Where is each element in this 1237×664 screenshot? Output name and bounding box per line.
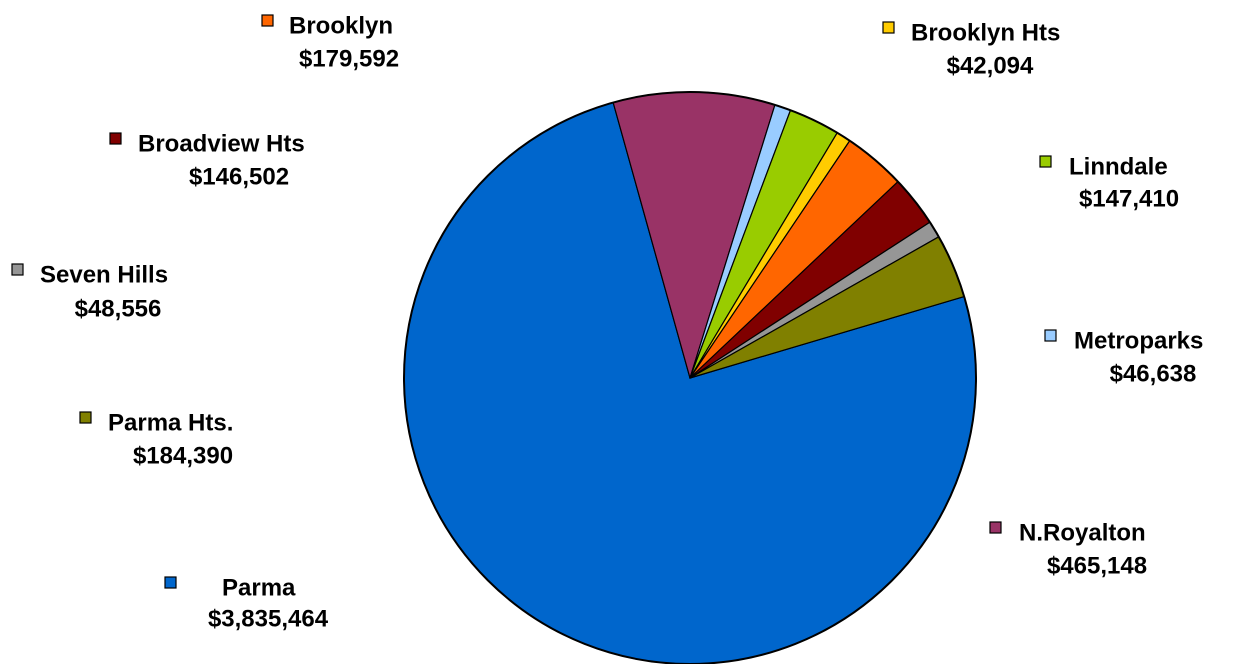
value-label-metroparks: $46,638: [1110, 361, 1197, 388]
legend-swatch-linndale: [1039, 155, 1052, 168]
category-label-broadview-hts: Broadview Hts: [138, 131, 305, 158]
value-label-linndale: $147,410: [1079, 186, 1179, 213]
category-label-brooklyn: Brooklyn: [289, 13, 393, 40]
legend-swatch-broadview-hts: [109, 132, 122, 145]
category-label-n-royalton: N.Royalton: [1019, 520, 1146, 547]
label-parma-hts: Parma Hts. $184,390: [79, 410, 233, 470]
label-metroparks: Metroparks $46,638: [1044, 328, 1203, 388]
legend-swatch-brooklyn: [261, 14, 274, 27]
legend-swatch-parma-hts: [79, 411, 92, 424]
legend-swatch-brooklyn-hts: [882, 21, 895, 34]
label-brooklyn-hts: Brooklyn Hts $42,094: [882, 20, 1060, 80]
value-label-n-royalton: $465,148: [1047, 553, 1147, 580]
category-label-parma: Parma: [222, 575, 296, 602]
value-label-parma: $3,835,464: [208, 606, 329, 633]
pie-outline: [403, 91, 977, 664]
category-label-parma-hts: Parma Hts.: [108, 410, 233, 437]
value-label-broadview-hts: $146,502: [189, 164, 289, 191]
label-seven-hills: Seven Hills $48,556: [11, 262, 168, 323]
value-label-parma-hts: $184,390: [133, 443, 233, 470]
pie-slices: [403, 91, 977, 664]
pie-labels: Parma $3,835,464 N.Royalton $465,148 Metropa…: [11, 13, 1203, 633]
label-n-royalton: N.Royalton $465,148: [989, 520, 1147, 580]
label-parma: Parma $3,835,464: [164, 575, 329, 633]
legend-swatch-seven-hills: [11, 263, 24, 276]
label-broadview-hts: Broadview Hts $146,502: [109, 131, 305, 191]
category-label-metroparks: Metroparks: [1074, 328, 1203, 355]
category-label-linndale: Linndale: [1069, 154, 1168, 181]
category-label-brooklyn-hts: Brooklyn Hts: [911, 20, 1060, 47]
legend-swatch-n-royalton: [989, 521, 1002, 534]
value-label-brooklyn-hts: $42,094: [947, 53, 1034, 80]
label-brooklyn: Brooklyn $179,592: [261, 13, 399, 73]
legend-swatch-parma: [164, 576, 177, 589]
value-label-seven-hills: $48,556: [75, 296, 162, 323]
legend-swatch-metroparks: [1044, 329, 1057, 342]
label-linndale: Linndale $147,410: [1039, 154, 1179, 213]
category-label-seven-hills: Seven Hills: [40, 262, 168, 289]
value-label-brooklyn: $179,592: [299, 46, 399, 73]
